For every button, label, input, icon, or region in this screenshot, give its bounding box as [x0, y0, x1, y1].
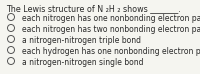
Text: a nitrogen-nitrogen single bond: a nitrogen-nitrogen single bond — [22, 58, 144, 67]
Text: each nitrogen has one nonbonding electron pair: each nitrogen has one nonbonding electro… — [22, 14, 200, 23]
Circle shape — [8, 13, 14, 20]
Circle shape — [8, 57, 14, 65]
Circle shape — [8, 24, 14, 32]
Text: The Lewis structure of N ₂H ₂ shows _______.: The Lewis structure of N ₂H ₂ shows ____… — [6, 4, 181, 13]
Circle shape — [8, 36, 14, 42]
Text: a nitrogen-nitrogen triple bond: a nitrogen-nitrogen triple bond — [22, 36, 141, 45]
Text: each nitrogen has two nonbonding electron pairs: each nitrogen has two nonbonding electro… — [22, 25, 200, 34]
Text: each hydrogen has one nonbonding electron pair: each hydrogen has one nonbonding electro… — [22, 47, 200, 56]
Circle shape — [8, 46, 14, 54]
